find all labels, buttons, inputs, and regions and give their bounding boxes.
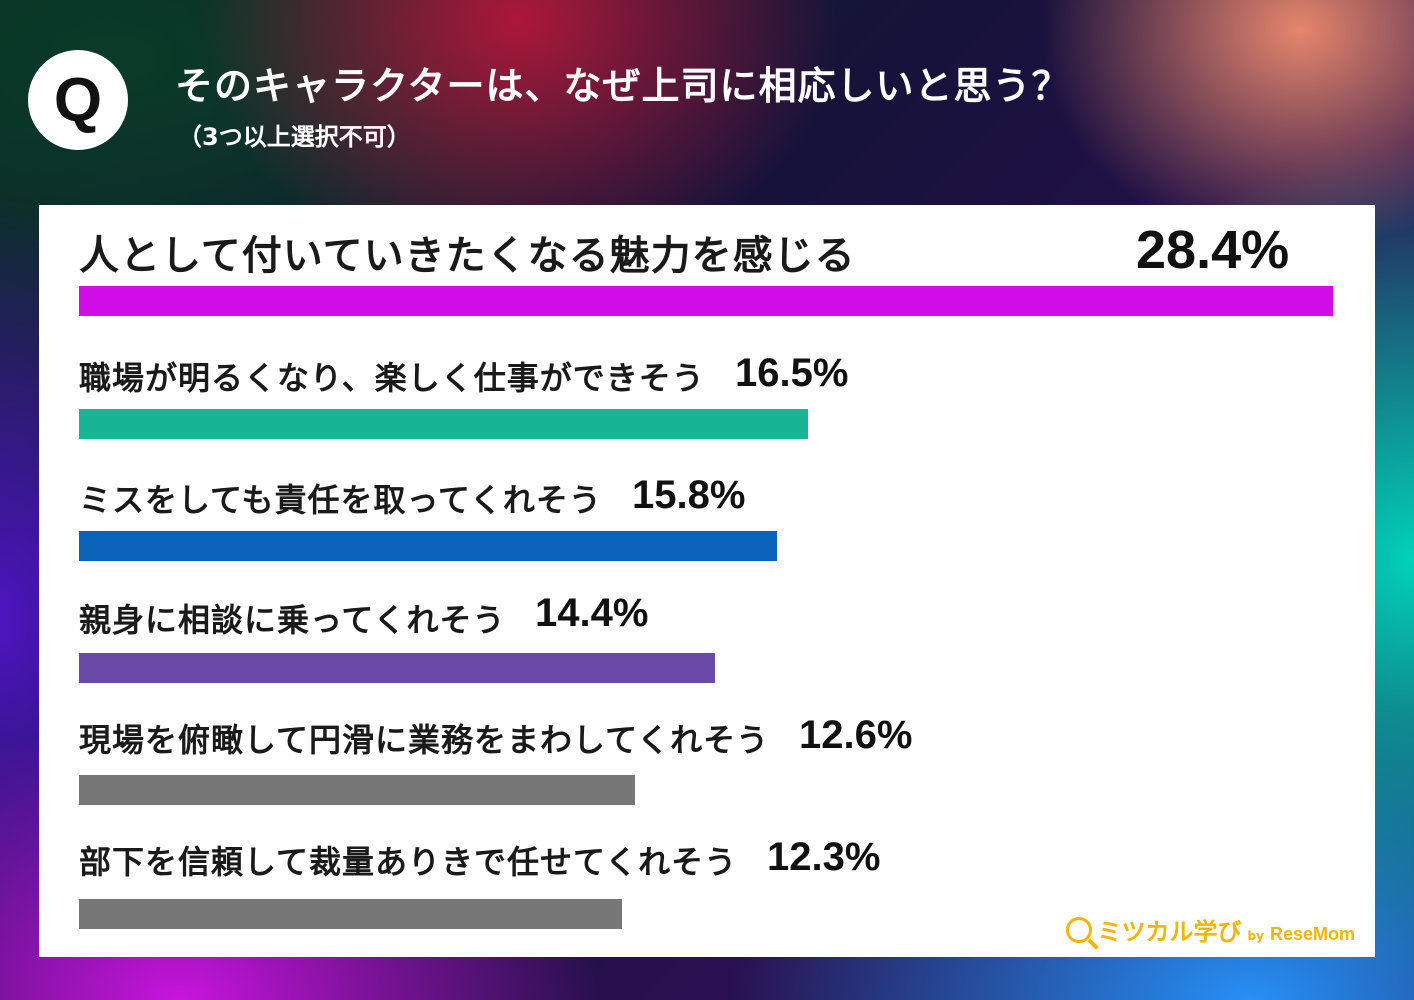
magnifier-icon — [1065, 917, 1092, 943]
value-label: 12.3% — [767, 835, 881, 879]
bar-row: 部下を信頼して裁量ありきで任せてくれそう 12.3% — [39, 205, 1375, 929]
bar-row: 人として付いていきたくなる魅力を感じる 28.4% — [39, 205, 1375, 316]
bar — [79, 899, 622, 929]
question-subtitle: （3つ以上選択不可） — [178, 123, 411, 151]
bar — [79, 531, 777, 561]
question-badge: Q — [28, 50, 128, 150]
category-label: 現場を俯瞰して円滑に業務をまわしてくれそう — [79, 721, 770, 759]
bar-row: 職場が明るくなり、楽しく仕事ができそう 16.5% — [39, 205, 1375, 439]
logo-by: by — [1247, 929, 1264, 943]
logo-brand: ReseMom — [1269, 924, 1355, 944]
category-label: 人として付いていきたくなる魅力を感じる — [79, 233, 856, 279]
question-title: そのキャラクターは、なぜ上司に相応しいと思う？ — [175, 64, 1071, 108]
logo-name: ミツカル学び — [1097, 918, 1242, 946]
category-label: 親身に相談に乗ってくれそう — [79, 601, 506, 639]
logo: ミツカル学び by ReseMom — [1065, 912, 1355, 947]
bar — [79, 409, 808, 439]
value-label: 14.4% — [535, 591, 649, 635]
bar-row: 現場を俯瞰して円滑に業務をまわしてくれそう 12.6% — [39, 205, 1375, 805]
category-label: 部下を信頼して裁量ありきで任せてくれそう — [79, 843, 738, 881]
bar — [79, 286, 1333, 316]
bar — [79, 653, 715, 683]
bar-row: ミスをしても責任を取ってくれそう 15.8% — [39, 205, 1375, 561]
bar — [79, 775, 635, 805]
chart-panel: 人として付いていきたくなる魅力を感じる 28.4% 職場が明るくなり、楽しく仕事がで… — [39, 205, 1375, 957]
value-label: 28.4% — [1136, 220, 1290, 280]
value-label: 15.8% — [632, 473, 746, 517]
bar-row: 親身に相談に乗ってくれそう 14.4% — [39, 205, 1375, 683]
category-label: ミスをしても責任を取ってくれそう — [79, 481, 602, 519]
value-label: 12.6% — [799, 713, 913, 757]
value-label: 16.5% — [735, 351, 849, 395]
category-label: 職場が明るくなり、楽しく仕事ができそう — [79, 359, 705, 397]
